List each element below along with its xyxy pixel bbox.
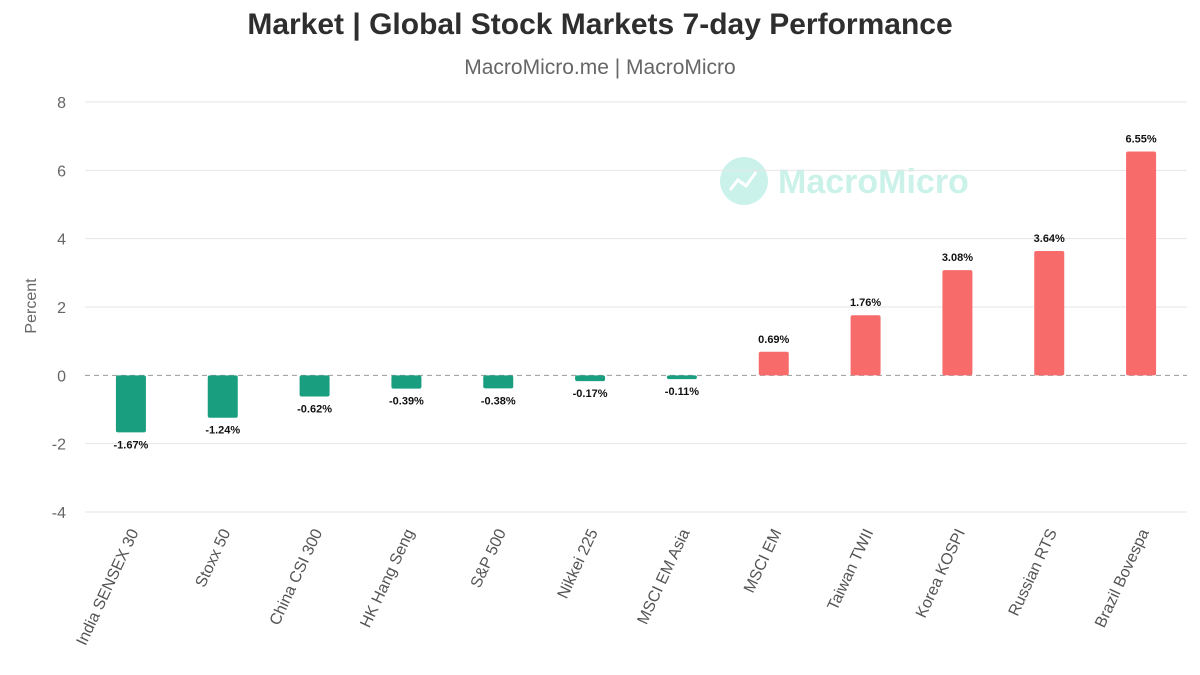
chart-subtitle: MacroMicro.me | MacroMicro	[464, 56, 736, 79]
bar[interactable]	[1034, 250, 1065, 376]
x-tick-label: India SENSEX 30	[74, 526, 143, 648]
x-tick-label: Stoxx 50	[193, 526, 235, 590]
x-tick-label: Nikkei 225	[555, 526, 602, 601]
watermark-text: MacroMicro	[778, 163, 969, 201]
bar[interactable]	[391, 375, 422, 389]
data-label: 6.55%	[1125, 134, 1156, 146]
bar[interactable]	[299, 375, 330, 397]
y-tick-label: -2	[52, 437, 66, 454]
bar[interactable]	[1126, 151, 1157, 376]
data-label: -0.62%	[297, 404, 332, 416]
bar[interactable]	[666, 375, 697, 380]
y-tick-label: 6	[57, 163, 66, 180]
gridlines: -4 -2 0 2 4 6 8	[52, 95, 1187, 522]
data-label: 1.76%	[850, 297, 881, 309]
x-tick-label: Taiwan TWII	[825, 527, 877, 614]
x-tick-label: HK Hang Seng	[358, 527, 419, 631]
data-label: -0.39%	[389, 396, 424, 408]
y-tick-label: 0	[57, 368, 66, 385]
bar[interactable]	[575, 375, 606, 382]
bars	[115, 151, 1157, 433]
data-labels: -1.67% -1.24% -0.62% -0.39% -0.38% -0.17% -0.1…	[113, 134, 1156, 452]
bar[interactable]	[758, 351, 789, 376]
x-tick-label: S&P 500	[468, 526, 510, 590]
y-tick-label: -4	[52, 505, 66, 522]
y-tick-label: 2	[57, 300, 66, 317]
x-tick-label: Russian RTS	[1006, 527, 1061, 619]
x-tick-label: MSCI EM	[741, 527, 785, 596]
bar[interactable]	[483, 375, 514, 389]
x-tick-label: MSCI EM Asia	[635, 526, 694, 627]
y-tick-label: 8	[57, 95, 66, 112]
x-axis-ticks: India SENSEX 30 Stoxx 50 China CSI 300 HK H…	[74, 526, 1153, 648]
x-tick-label: China CSI 300	[267, 526, 326, 628]
data-label: -0.38%	[481, 395, 516, 407]
bar[interactable]	[850, 315, 881, 376]
y-tick-label: 4	[57, 232, 66, 249]
watermark-logo: MacroMicro	[720, 157, 969, 205]
watermark-icon	[720, 157, 768, 205]
data-label: -1.67%	[113, 439, 148, 451]
data-label: -0.11%	[665, 386, 699, 398]
data-label: 3.64%	[1034, 233, 1065, 245]
data-label: 3.08%	[942, 252, 973, 264]
bar[interactable]	[115, 375, 146, 433]
data-label: -1.24%	[205, 425, 240, 437]
data-label: -0.17%	[573, 388, 608, 400]
x-tick-label: Brazil Bovespa	[1092, 526, 1153, 630]
data-label: 0.69%	[758, 334, 789, 346]
chart-title: Market | Global Stock Markets 7-day Perf…	[247, 8, 953, 41]
watermark-chart-icon	[728, 171, 758, 191]
bar[interactable]	[942, 270, 973, 376]
x-tick-label: Korea KOSPI	[913, 527, 969, 621]
y-axis-label: Percent	[23, 278, 40, 334]
bar[interactable]	[207, 375, 238, 418]
